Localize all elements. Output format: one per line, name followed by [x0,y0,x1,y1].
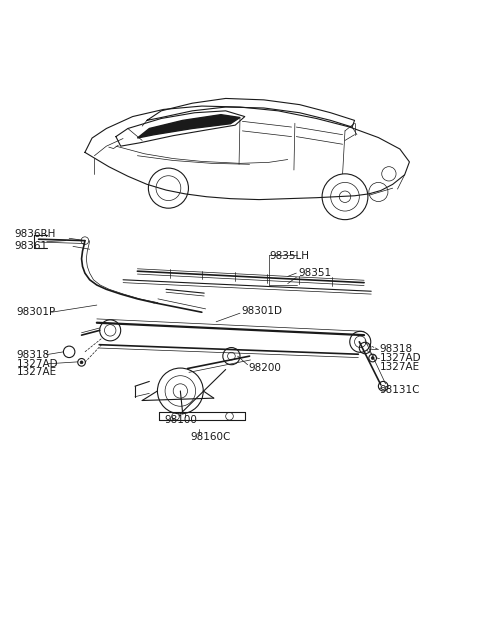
Text: 1327AE: 1327AE [379,361,420,372]
Text: 98318: 98318 [379,344,412,354]
Circle shape [80,361,83,364]
Polygon shape [137,115,240,138]
Text: 98351: 98351 [298,268,331,278]
Text: 98318: 98318 [17,350,50,359]
Text: 1327AE: 1327AE [17,367,57,377]
Text: 98200: 98200 [249,363,281,373]
Circle shape [371,356,374,359]
Text: 9835LH: 9835LH [270,252,310,261]
Text: 98160C: 98160C [190,432,230,443]
Text: 98361: 98361 [15,242,48,251]
Text: 98100: 98100 [165,415,197,425]
Text: 9836RH: 9836RH [15,230,56,240]
Text: 1327AD: 1327AD [17,359,58,369]
Text: 98301P: 98301P [17,307,56,317]
Text: 1327AD: 1327AD [379,353,421,363]
Text: 98301D: 98301D [241,306,282,316]
Text: 98131C: 98131C [379,385,420,394]
